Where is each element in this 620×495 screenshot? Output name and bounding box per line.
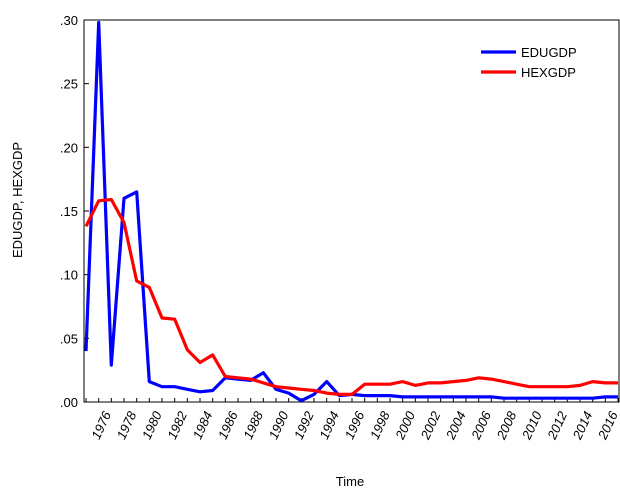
x-tick-label: 1996: [342, 408, 368, 441]
legend: EDUGDP HEXGDP: [481, 45, 577, 80]
x-tick-label: 1992: [291, 408, 317, 441]
x-tick-label: 2008: [493, 408, 520, 442]
y-tick-label: .30: [60, 13, 78, 28]
x-tick-label: 1998: [367, 408, 393, 441]
y-tick-label: .05: [60, 331, 78, 346]
y-axis-ticks: .00 .05 .10 .15 .20 .25 .30: [60, 13, 89, 410]
x-tick-label: 2016: [595, 408, 620, 442]
legend-label-edugdp: EDUGDP: [521, 45, 577, 60]
x-tick-label: 1986: [215, 408, 241, 441]
y-tick-label: .25: [60, 77, 78, 92]
x-axis-ticks: 1976 1978 1980 1982 1984 1986 1988 1990 1992 1994…: [85, 398, 620, 442]
y-tick-label: .10: [60, 268, 78, 283]
x-tick-label: 2002: [417, 408, 444, 442]
series-lines: [84, 20, 618, 403]
x-axis-label: Time: [336, 474, 364, 489]
y-tick-label: .20: [60, 140, 78, 155]
x-tick-label: 1976: [88, 408, 114, 441]
x-tick-label: 2014: [569, 409, 595, 442]
x-tick-label: 1990: [266, 408, 292, 441]
y-tick-label: .15: [60, 204, 78, 219]
series-line-hexgdp: [84, 197, 618, 396]
x-tick-label: 1978: [114, 408, 140, 441]
x-tick-label: 1984: [190, 409, 216, 442]
legend-label-hexgdp: HEXGDP: [521, 65, 576, 80]
x-tick-label: 2012: [544, 408, 571, 442]
x-tick-label: 1988: [240, 408, 266, 441]
x-tick-label: 2010: [519, 408, 546, 442]
y-tick-label: .00: [60, 395, 78, 410]
y-axis-label: EDUGDP, HEXGDP: [10, 142, 25, 258]
x-tick-label: 2000: [392, 408, 419, 442]
x-tick-label: 2004: [443, 409, 469, 442]
x-tick-label: 1994: [316, 409, 342, 442]
x-tick-label: 1982: [164, 408, 190, 441]
x-tick-label: 2006: [468, 408, 495, 442]
x-tick-label: 1980: [139, 408, 165, 441]
